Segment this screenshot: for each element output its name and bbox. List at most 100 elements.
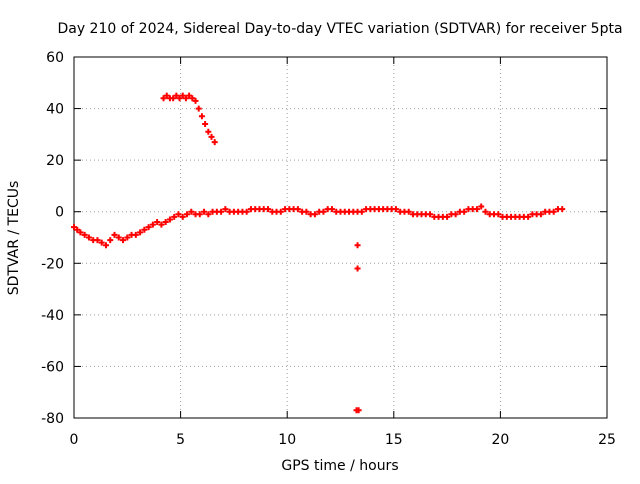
data-point: [205, 211, 212, 218]
data-point: [154, 219, 161, 226]
data-point: [392, 206, 399, 213]
y-tick-label: 0: [55, 205, 64, 221]
data-point: [179, 92, 186, 99]
data-point: [163, 92, 170, 99]
data-point: [537, 211, 544, 218]
data-point: [192, 97, 199, 104]
x-tick-label: 0: [70, 432, 79, 448]
data-point: [111, 231, 118, 238]
data-point: [478, 203, 485, 210]
x-tick-label: 5: [176, 432, 185, 448]
x-tick-label: 15: [385, 432, 403, 448]
data-point: [243, 208, 250, 215]
data-point: [182, 95, 189, 102]
data-point: [208, 133, 215, 140]
data-point: [179, 213, 186, 220]
y-tick-label: 40: [46, 102, 64, 118]
data-point: [354, 242, 361, 249]
data-point: [145, 224, 152, 231]
chart-title: Day 210 of 2024, Sidereal Day-to-day VTE…: [57, 21, 622, 37]
data-point: [427, 211, 434, 218]
data-point: [461, 208, 468, 215]
data-point: [188, 208, 195, 215]
data-point: [98, 239, 105, 246]
data-point: [205, 128, 212, 135]
ticks: [73, 56, 608, 419]
y-tick-label: 60: [46, 50, 64, 66]
data-point: [277, 208, 284, 215]
data-point: [202, 121, 209, 128]
data-point: [124, 234, 131, 241]
data-point: [166, 216, 173, 223]
data-point: [559, 206, 566, 213]
data-point: [495, 211, 502, 218]
data-point: [175, 211, 182, 218]
data-point: [137, 229, 144, 236]
data-point: [171, 213, 178, 220]
tick-labels: 0 5 10 15 20 25 -80 -60 -40 -20 0 20 40 60: [41, 50, 616, 448]
data-point: [218, 208, 225, 215]
data-point: [132, 231, 139, 238]
data-point: [120, 237, 127, 244]
series-main-trace: [71, 203, 566, 249]
data-point: [173, 92, 180, 99]
data-point: [525, 213, 532, 220]
y-tick-label: -40: [41, 308, 64, 324]
data-point: [160, 95, 167, 102]
data-point: [405, 208, 412, 215]
data-point: [195, 105, 202, 112]
data-point: [358, 208, 365, 215]
data-point: [198, 113, 205, 120]
data-point: [186, 92, 193, 99]
data-point: [550, 208, 557, 215]
data-point: [149, 221, 156, 228]
grid: [74, 57, 607, 418]
data-point: [311, 211, 318, 218]
data-point: [77, 229, 84, 236]
data-point: [473, 206, 480, 213]
data-point: [201, 208, 208, 215]
data-point: [211, 139, 218, 146]
y-tick-label: 20: [46, 153, 64, 169]
data-point: [183, 211, 190, 218]
data-point: [162, 219, 169, 226]
plot-frame: [73, 56, 608, 419]
y-axis-label: SDTVAR / TECUs: [6, 181, 22, 296]
data-point: [222, 206, 229, 213]
data-point: [71, 224, 77, 231]
data-point: [294, 206, 301, 213]
data-point: [102, 242, 109, 249]
data-point: [94, 237, 101, 244]
data-point: [320, 208, 327, 215]
data-point: [355, 407, 362, 414]
series-outliers: [353, 242, 362, 414]
data-point: [265, 206, 272, 213]
x-tick-label: 10: [278, 432, 296, 448]
data-point: [74, 226, 81, 233]
data-point: [444, 213, 451, 220]
data-point: [354, 265, 361, 272]
data-point: [189, 95, 196, 102]
x-tick-label: 20: [491, 432, 509, 448]
data-point: [158, 221, 165, 228]
data-point: [141, 226, 148, 233]
data-point: [170, 95, 177, 102]
series-upper-arc: [160, 92, 218, 146]
x-tick-label: 25: [598, 432, 616, 448]
data-point: [452, 211, 459, 218]
data-points: [71, 92, 566, 414]
y-tick-label: -80: [41, 411, 64, 427]
data-point: [303, 208, 310, 215]
data-point: [482, 208, 489, 215]
data-point: [328, 206, 335, 213]
y-tick-label: -60: [41, 359, 64, 375]
data-point: [85, 234, 92, 241]
data-point: [107, 237, 114, 244]
data-point: [81, 231, 88, 238]
data-point: [115, 234, 122, 241]
data-point: [196, 211, 203, 218]
data-point: [176, 95, 183, 102]
y-tick-label: -20: [41, 256, 64, 272]
x-axis-label: GPS time / hours: [281, 458, 398, 474]
